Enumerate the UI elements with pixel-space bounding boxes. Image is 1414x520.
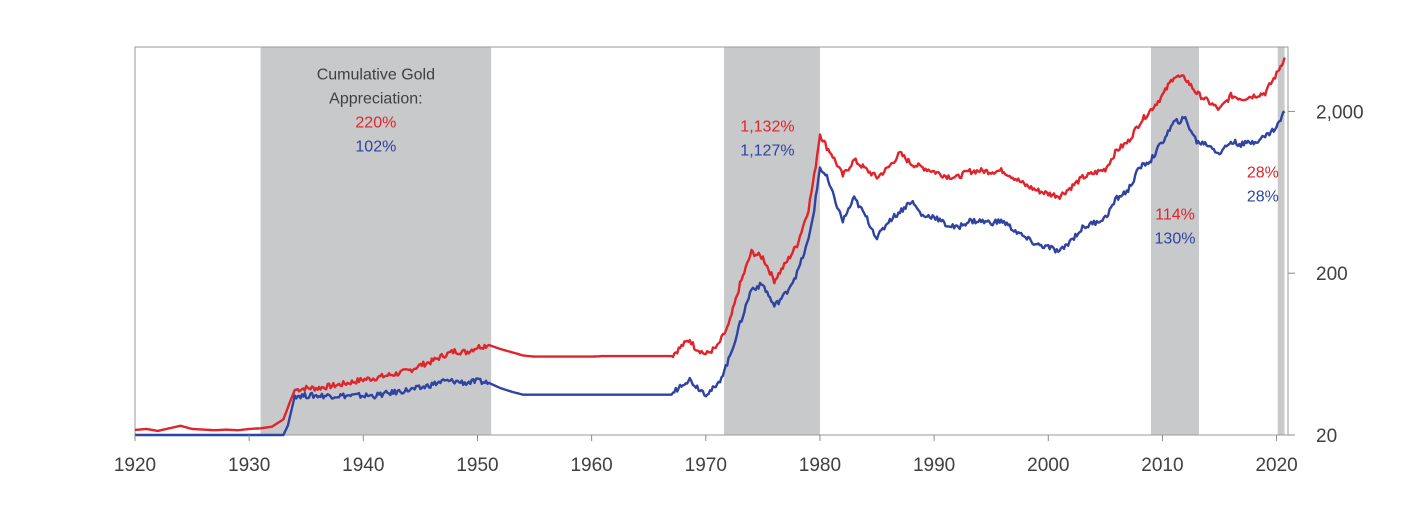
shaded-period-2: [724, 47, 820, 435]
x-tick-label: 2000: [1027, 455, 1069, 476]
annotation-1: Cumulative Gold Appreciation: 220% 102%: [317, 66, 435, 155]
shaded-period-4: [1277, 47, 1285, 435]
annotation-text: Cumulative Gold: [317, 66, 435, 83]
y-axis: 20 200 2,000: [1288, 102, 1364, 447]
annotations: Cumulative Gold Appreciation: 220% 102% 1,13…: [317, 66, 1279, 247]
annotation-text: 1,132%: [740, 119, 794, 136]
annotation-text: 28%: [1247, 189, 1279, 206]
shaded-period-3: [1151, 47, 1199, 435]
blue-series-line: [135, 110, 1286, 437]
shaded-periods: [260, 47, 1285, 435]
plot-frame: [134, 46, 1289, 436]
y-tick-label: 2,000: [1316, 102, 1364, 123]
x-tick-label: 1990: [913, 455, 955, 476]
annotation-text: 220%: [355, 114, 396, 131]
x-tick-label: 1930: [228, 455, 270, 476]
x-tick-label: 1920: [114, 455, 156, 476]
shaded-period-1: [260, 47, 492, 435]
x-tick-label: 1980: [799, 455, 841, 476]
series-lines: [134, 57, 1286, 437]
annotation-3: 114% 130%: [1155, 206, 1196, 247]
x-tick-label: 1970: [685, 455, 727, 476]
x-tick-label: 2020: [1255, 455, 1297, 476]
annotation-4: 28%28%: [1247, 165, 1279, 206]
x-tick-label: 2010: [1141, 455, 1183, 476]
red-series-line: [134, 57, 1286, 433]
x-tick-label: 1940: [342, 455, 384, 476]
annotation-text: 114%: [1155, 206, 1195, 223]
annotation-text: 28%: [1247, 165, 1279, 182]
annotation-text: 1,127%: [740, 143, 794, 160]
x-tick-label: 1950: [456, 455, 498, 476]
x-axis: 1920 1930 1940 1950 1960 1970 1980 1990 2000 2010…: [114, 435, 1298, 476]
annotation-2: 1,132% 1,127%: [740, 119, 794, 160]
y-tick-label: 200: [1316, 264, 1348, 285]
annotation-text: 130%: [1155, 230, 1196, 247]
y-tick-label: 20: [1316, 426, 1337, 447]
annotation-text: 102%: [355, 138, 396, 155]
x-tick-label: 1960: [570, 455, 612, 476]
annotation-text: Appreciation:: [329, 90, 422, 107]
